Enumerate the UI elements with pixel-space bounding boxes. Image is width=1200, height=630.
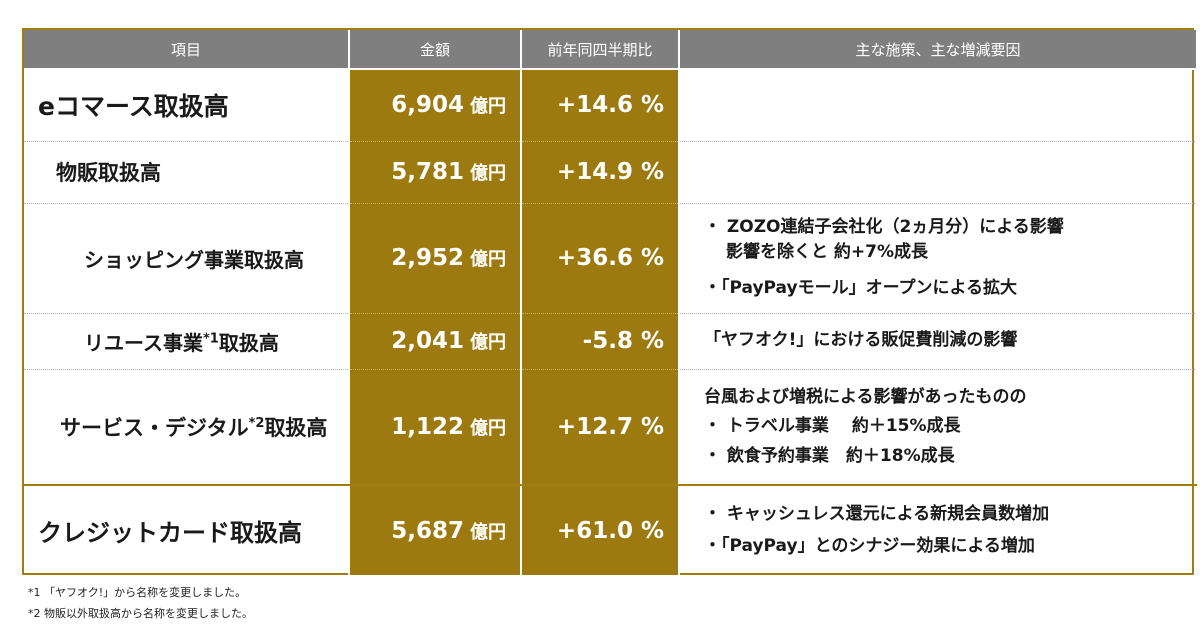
table-row-reuse: リユース事業*1取扱高 2,041 億円 -5.8 % 「ヤフオク!」における販促… xyxy=(24,313,1197,370)
results-table: 項目 金額 前年同四半期比 主な施策、主な増減要因 eコマース取扱高 6,904… xyxy=(24,30,1197,575)
note-line: ・「PayPay」とのシナジー効果による増加 xyxy=(704,535,1035,556)
note-line: ・ トラベル事業 約＋15%成長 xyxy=(704,416,961,436)
row-yoy: +14.6 % xyxy=(521,69,680,142)
item-text: サービス・デジタル xyxy=(60,415,249,440)
table-row-shopping: ショッピング事業取扱高 2,952 億円 +36.6 % ・ ZOZO連結子会社化… xyxy=(24,203,1197,314)
row-amount: 1,122 億円 xyxy=(349,369,522,486)
amount-value: 6,904 xyxy=(391,92,464,119)
note-line: ・ 飲食予約事業 約＋18%成長 xyxy=(704,445,955,466)
row-item-label: リユース事業*1取扱高 xyxy=(24,313,350,370)
row-notes: 台風および増税による影響があったものの ・ トラベル事業 約＋15%成長 ・ 飲… xyxy=(679,369,1197,486)
row-notes: ・ キャッシュレス還元による新規会員数増加 ・「PayPay」とのシナジー効果に… xyxy=(679,485,1197,575)
row-amount: 5,781 億円 xyxy=(349,141,522,204)
row-amount: 5,687 億円 xyxy=(349,485,522,575)
item-text: 取扱高 xyxy=(218,330,279,355)
row-yoy: +36.6 % xyxy=(521,203,680,314)
table-row-ecommerce: eコマース取扱高 6,904 億円 +14.6 % xyxy=(24,69,1197,142)
row-item-label: 物販取扱高 xyxy=(24,141,350,204)
footnote-1: *1 「ヤフオク!」から名称を変更しました。 xyxy=(28,586,247,599)
note-line: ・「PayPayモール」オープンによる拡大 xyxy=(704,277,1018,298)
amount-unit: 億円 xyxy=(470,332,506,353)
row-item-label: サービス・デジタル*2取扱高 xyxy=(24,369,350,486)
note-line: ・ ZOZO連結子会社化（2ヵ月分）による影響 xyxy=(704,216,1064,237)
item-text: 取扱高 xyxy=(264,415,328,440)
footnote-marker: *2 xyxy=(248,415,265,431)
row-notes xyxy=(679,141,1197,204)
row-item-label: eコマース取扱高 xyxy=(24,69,350,142)
note-line: 「ヤフオク!」における販促費削減の影響 xyxy=(704,330,1018,351)
amount-unit: 億円 xyxy=(470,417,506,439)
amount-value: 5,687 xyxy=(391,517,464,544)
header-yoy: 前年同四半期比 xyxy=(521,30,680,70)
amount-value: 2,952 xyxy=(391,245,464,271)
row-item-label: クレジットカード取扱高 xyxy=(24,485,350,575)
amount-unit: 億円 xyxy=(470,96,506,118)
note-line: 影響を除くと 約+7%成長 xyxy=(726,242,929,263)
row-yoy: +14.9 % xyxy=(521,141,680,204)
amount-value: 5,781 xyxy=(391,159,464,185)
header-row: 項目 金額 前年同四半期比 主な施策、主な増減要因 xyxy=(24,30,1196,70)
note-line: ・ キャッシュレス還元による新規会員数増加 xyxy=(704,504,1050,524)
table-row-goods: 物販取扱高 5,781 億円 +14.9 % xyxy=(24,141,1197,204)
table-row-services: サービス・デジタル*2取扱高 1,122 億円 +12.7 % 台風および増税によ… xyxy=(24,369,1197,486)
footnote-marker: *1 xyxy=(203,330,219,346)
footnote-2: *2 物販以外取扱高から名称を変更しました。 xyxy=(28,607,253,620)
footnotes: *1 「ヤフオク!」から名称を変更しました。 *2 物販以外取扱高から名称を変更… xyxy=(28,582,253,624)
row-amount: 2,952 億円 xyxy=(349,203,522,314)
row-yoy: -5.8 % xyxy=(521,313,680,370)
header-item: 項目 xyxy=(24,30,350,70)
amount-unit: 億円 xyxy=(470,249,506,270)
row-amount: 2,041 億円 xyxy=(349,313,522,370)
amount-value: 2,041 xyxy=(391,328,464,354)
row-amount: 6,904 億円 xyxy=(349,69,522,142)
note-line: 台風および増税による影響があったものの xyxy=(704,386,1027,407)
row-notes: 「ヤフオク!」における販促費削減の影響 xyxy=(679,313,1197,370)
amount-unit: 億円 xyxy=(470,521,506,543)
header-amount: 金額 xyxy=(349,30,522,70)
row-notes: ・ ZOZO連結子会社化（2ヵ月分）による影響 影響を除くと 約+7%成長 ・「… xyxy=(679,203,1197,314)
amount-value: 1,122 xyxy=(391,413,464,440)
table-row-credit-card: クレジットカード取扱高 5,687 億円 +61.0 % ・ キャッシュレス還元に… xyxy=(24,485,1197,575)
row-yoy: +61.0 % xyxy=(521,485,680,575)
row-notes xyxy=(679,69,1197,142)
results-table-frame: 項目 金額 前年同四半期比 主な施策、主な増減要因 eコマース取扱高 6,904… xyxy=(22,28,1197,575)
header-notes: 主な施策、主な増減要因 xyxy=(679,30,1196,70)
amount-unit: 億円 xyxy=(470,163,506,184)
row-item-label: ショッピング事業取扱高 xyxy=(24,203,350,314)
row-yoy: +12.7 % xyxy=(521,369,680,486)
item-text: リユース事業 xyxy=(84,330,203,355)
